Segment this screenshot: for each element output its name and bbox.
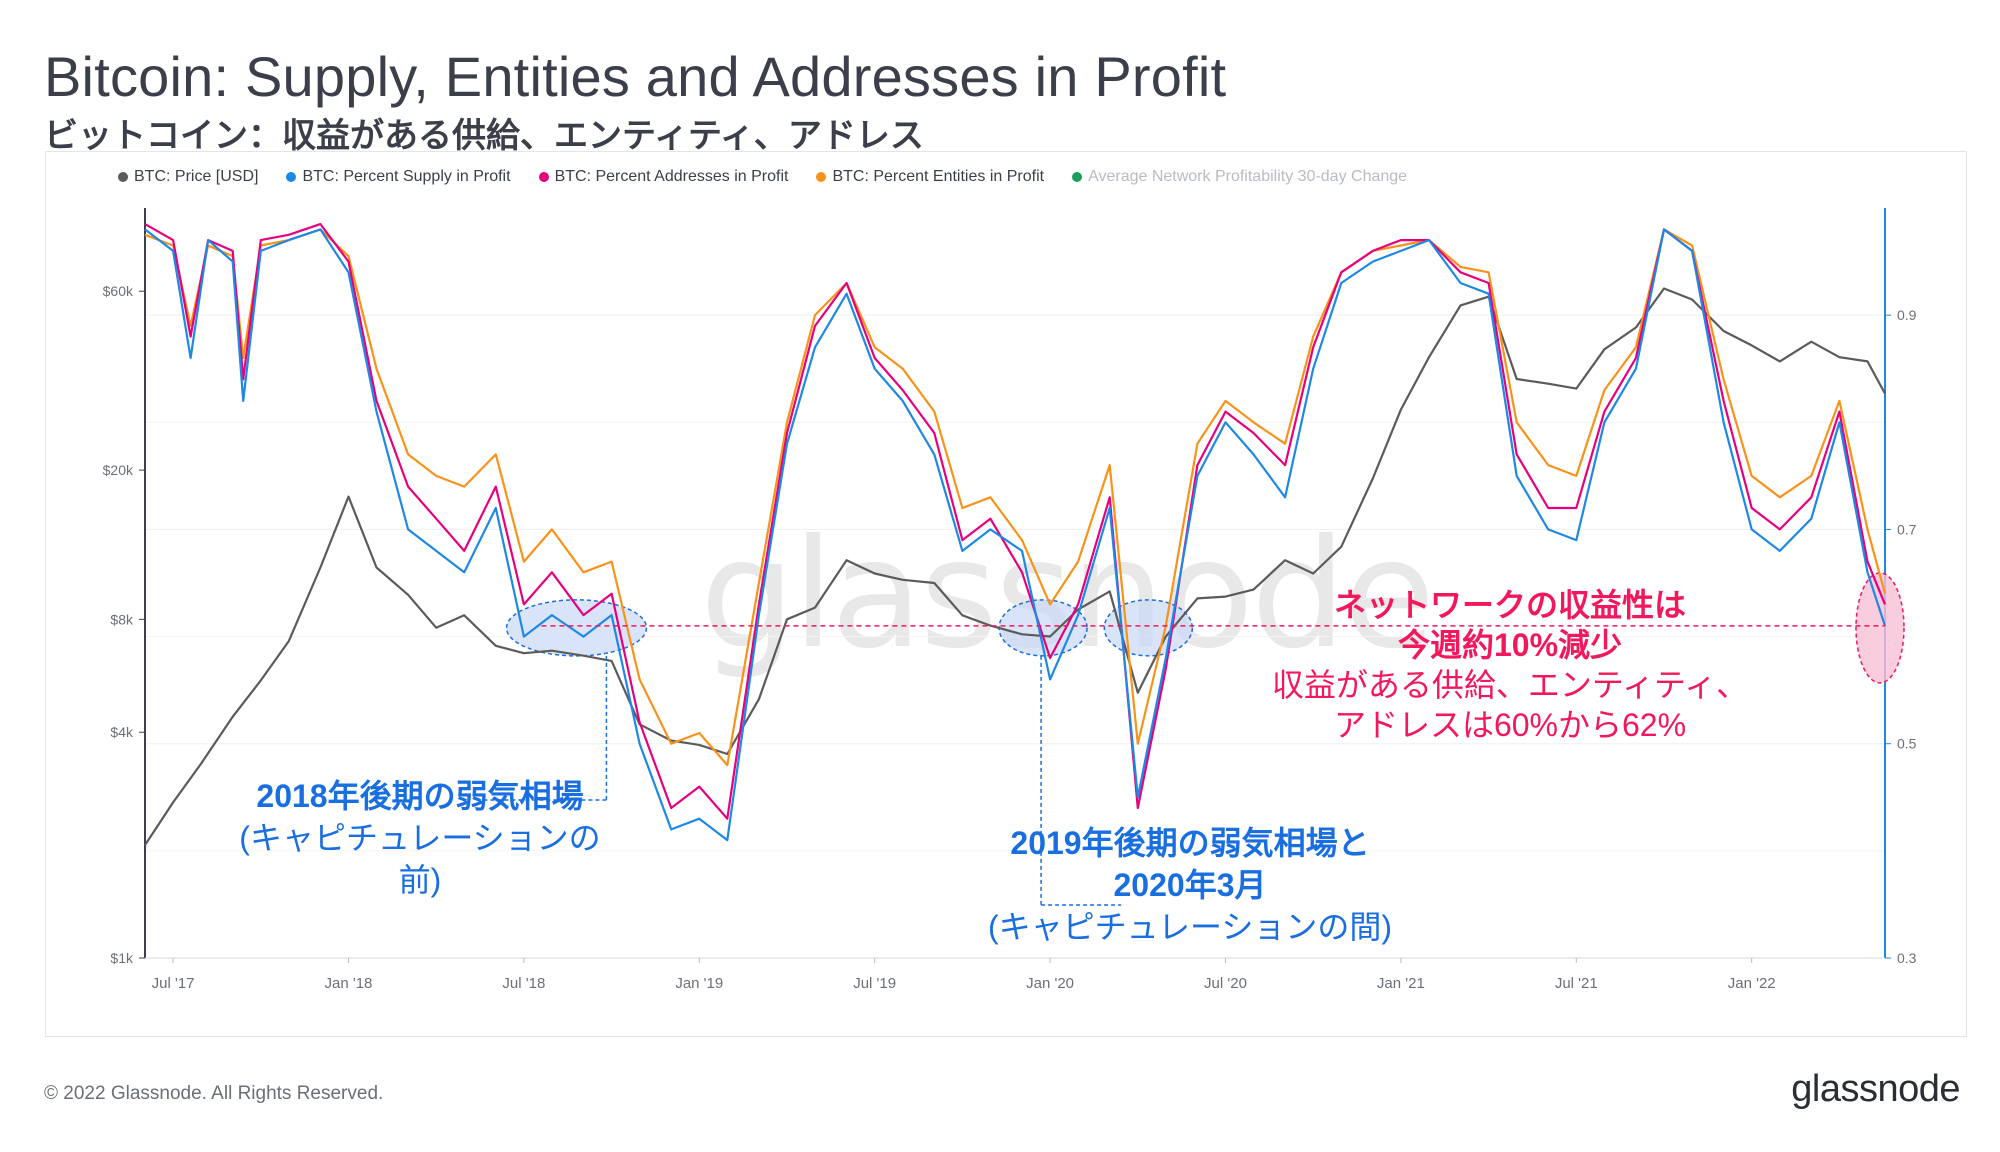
- x-tick-label: Jul '18: [502, 975, 545, 992]
- annotation-2018-bear: 2018年後期の弱気相場 (キャピチュレーションの前): [220, 775, 620, 901]
- annotation-line: 収益がある供給、エンティティ、: [1271, 667, 1749, 703]
- annotation-line: アドレスは60%から62%: [1333, 707, 1687, 743]
- legend-item-entities[interactable]: BTC: Percent Entities in Profit: [816, 168, 1044, 186]
- highlight-march-2020: [1103, 599, 1194, 657]
- legend-item-supply[interactable]: BTC: Percent Supply in Profit: [286, 168, 511, 186]
- annotation-2019-bear: 2019年後期の弱気相場と 2020年3月 (キャピチュレーションの間): [960, 822, 1420, 948]
- left-tick-label: $20k: [103, 462, 134, 478]
- legend-dot-icon: [538, 172, 549, 182]
- x-tick-label: Jan '20: [1026, 975, 1074, 992]
- annotation-line: 2020年3月: [1113, 867, 1267, 903]
- legend-label: Average Network Profitability 30-day Cha…: [1088, 168, 1408, 185]
- highlight-2018-bear: [505, 599, 648, 657]
- annotation-line: (キャピチュレーションの前): [239, 820, 601, 898]
- left-tick-label: $1k: [110, 950, 134, 966]
- copyright: © 2022 Glassnode. All Rights Reserved.: [44, 1083, 384, 1104]
- legend-label: BTC: Price [USD]: [134, 168, 259, 185]
- legend-item-addresses[interactable]: BTC: Percent Addresses in Profit: [538, 168, 789, 186]
- series-line-price: [144, 287, 1886, 846]
- legend: BTC: Price [USD] BTC: Percent Supply in …: [118, 168, 1407, 186]
- legend-dot-icon: [118, 172, 128, 182]
- legend-dot-icon: [286, 172, 297, 182]
- x-tick-label: Jul '21: [1555, 975, 1598, 992]
- right-tick-label: 0.9: [1897, 307, 1917, 323]
- series-line-entities: [144, 228, 1887, 767]
- x-tick-label: Jan '19: [675, 975, 723, 992]
- annotation-line: 2018年後期の弱気相場: [256, 778, 584, 814]
- x-tick-label: Jan '21: [1377, 975, 1425, 992]
- left-tick-label: $4k: [110, 724, 134, 740]
- x-tick-label: Jul '19: [853, 975, 896, 992]
- legend-item-network-profitability[interactable]: Average Network Profitability 30-day Cha…: [1072, 168, 1407, 186]
- annotation-line: (キャピチュレーションの間): [987, 909, 1393, 945]
- legend-label: BTC: Percent Supply in Profit: [302, 168, 511, 185]
- chart-title: Bitcoin: Supply, Entities and Addresses …: [44, 45, 1227, 108]
- legend-dot-icon: [816, 172, 827, 182]
- series-line-supply: [144, 228, 1887, 842]
- annotation-line: 2019年後期の弱気相場と: [1010, 825, 1370, 861]
- right-tick-label: 0.7: [1897, 521, 1917, 537]
- glassnode-logo[interactable]: glassnode: [1791, 1068, 1960, 1110]
- x-tick-label: Jan '18: [325, 975, 373, 992]
- annotation-line: ネットワークの収益性は: [1333, 587, 1686, 623]
- annotation-network-profitability: ネットワークの収益性は 今週約10%減少 収益がある供給、エンティティ、 アドレ…: [1270, 585, 1750, 745]
- chart-subtitle: ビットコイン：収益がある供給、エンティティ、アドレス: [44, 117, 924, 155]
- x-tick-label: Jan '22: [1728, 975, 1776, 992]
- x-tick-label: Jul '20: [1204, 975, 1247, 992]
- left-tick-label: $60k: [103, 283, 134, 299]
- series-line-addresses: [144, 223, 1887, 820]
- legend-dot-icon: [1072, 172, 1083, 182]
- legend-label: BTC: Percent Addresses in Profit: [554, 168, 789, 185]
- x-tick-label: Jul '17: [152, 975, 195, 992]
- highlight-current: [1855, 572, 1905, 684]
- annotation-line: 今週約10%減少: [1397, 627, 1623, 663]
- legend-item-price[interactable]: BTC: Price [USD]: [118, 168, 258, 186]
- left-tick-label: $8k: [110, 611, 134, 627]
- legend-label: BTC: Percent Entities in Profit: [832, 168, 1045, 185]
- right-tick-label: 0.3: [1897, 950, 1917, 966]
- right-tick-label: 0.5: [1897, 736, 1917, 752]
